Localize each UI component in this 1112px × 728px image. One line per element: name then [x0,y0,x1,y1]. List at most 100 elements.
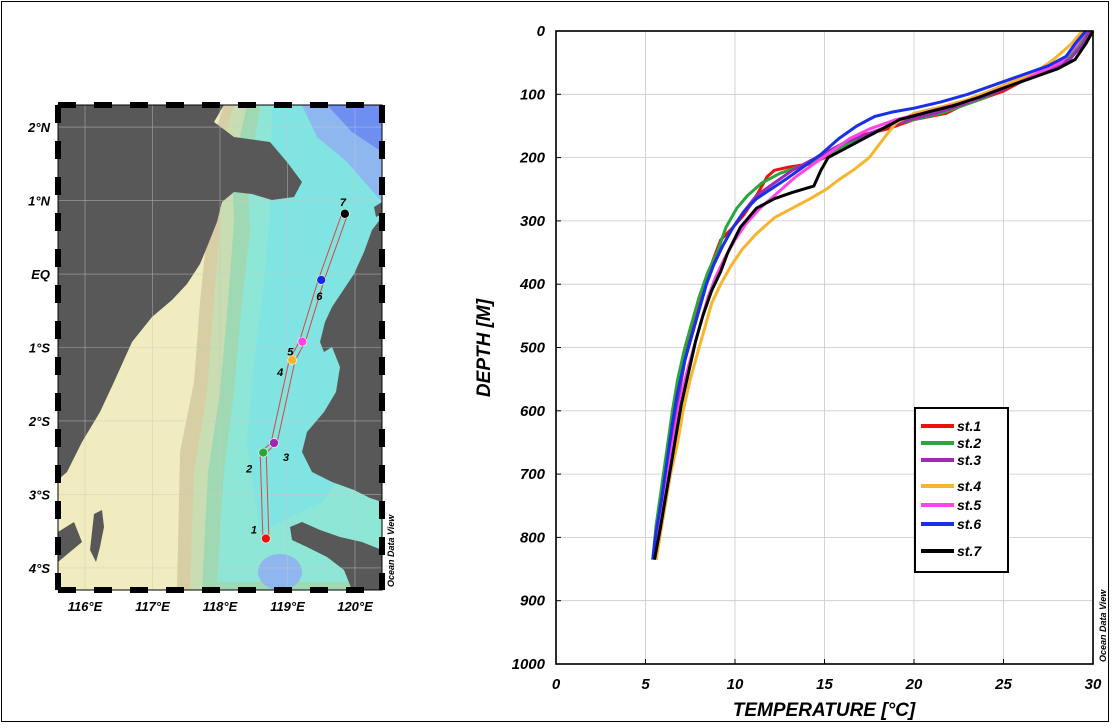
station-label: 3 [283,452,289,464]
map-border-dash [346,587,364,593]
station-marker [340,209,349,218]
y-tick-label: 0 [537,23,546,40]
y-axis-tick-labels: 0 100 200 300 400 500 600 700 800 900 1000 [512,23,561,673]
map-longitude-label: 116°E [68,599,103,614]
station-label: 4 [276,367,283,379]
map-border-dash [94,102,112,108]
map-border-dash [379,573,385,590]
map-longitude-label: 120°E [337,599,373,614]
map-panel: 1 2 3 45 6 7 116°E 117°E 118°E 119°E 120°E 2°N 1°N… [27,102,396,614]
y-tick-label: 600 [520,403,546,420]
map-border-dash [55,429,61,447]
legend-label: st.7 [957,543,982,559]
map-border-dash [55,501,61,519]
map-border-dash [55,465,61,483]
y-tick-label: 200 [519,150,546,167]
map-longitude-label: 119°E [270,599,305,614]
map-border-dash [55,285,61,303]
map-longitude-labels: 116°E 117°E 118°E 119°E 120°E [68,599,373,614]
map-border-dash [202,587,220,593]
map-border-dash [379,465,385,483]
plot-credit: Ocean Data View [1098,589,1108,662]
map-border-dash [346,102,364,108]
map-border-dash [310,587,328,593]
y-axis-label: DEPTH [M] [474,298,495,397]
y-tick-label: 100 [520,86,546,103]
station-label: 5 [287,347,294,359]
map-border-dash [55,141,61,159]
map-border-dash [379,501,385,519]
legend-label: st.5 [957,497,981,513]
map-border-dash [130,102,148,108]
map-border-dash [379,177,385,195]
map-border-dash [55,213,61,231]
y-tick-label: 1000 [512,656,546,673]
x-tick-label: 20 [905,676,923,693]
map-border-dash [238,587,256,593]
map-latitude-label: 2°S [28,414,50,429]
legend-label: st.2 [957,435,981,451]
y-tick-label: 900 [520,593,546,610]
map-latitude-labels: 2°N 1°N EQ 1°S 2°S 3°S 4°S [27,120,50,576]
map-border-dash [379,321,385,339]
map-border-dash [55,393,61,411]
map-border-dash [379,357,385,375]
map-longitude-label: 118°E [203,599,238,614]
map-border-dash [55,357,61,375]
station-label: 1 [251,525,257,537]
map-border-dash [130,587,148,593]
x-tick-label: 25 [994,676,1012,693]
map-border-dash [274,587,292,593]
map-border-dash [166,587,184,593]
map-border-dash [55,177,61,195]
map-border-dash [379,249,385,267]
map-border-dash [202,102,220,108]
x-tick-label: 10 [727,676,744,693]
y-tick-label: 800 [520,529,546,546]
map-latitude-label: EQ [31,267,50,282]
map-border-dash [379,285,385,303]
map-border-dash [379,393,385,411]
station-marker [259,448,268,457]
map-border-dash [379,105,385,123]
map-deep-pocket [258,554,302,590]
x-axis-label: TEMPERATURE [°C] [733,700,916,721]
station-marker [317,275,326,284]
legend-label: st.4 [957,478,981,494]
x-tick-label: 15 [816,676,833,693]
map-border-dash [379,213,385,231]
y-tick-label: 700 [520,466,546,483]
map-border-dash [310,102,328,108]
map-border-dash [274,102,292,108]
map-border-dash [55,105,61,123]
map-latitude-label: 3°S [29,487,50,502]
x-tick-label: 0 [552,676,561,693]
station-label: 2 [245,464,252,476]
map-border-dash [379,429,385,447]
y-tick-label: 500 [520,340,546,357]
x-tick-label: 5 [641,676,650,693]
map-border-dash [238,102,256,108]
station-label: 7 [340,197,347,209]
map-border-dash [379,537,385,555]
map-latitude-label: 4°S [28,561,50,576]
station-marker [270,439,279,448]
map-border-dash [55,537,61,555]
station-label: 6 [316,291,323,303]
legend: st.1st.2st.3 st.4 st.5 st.6 st.7 [915,408,1008,572]
profile-panel: 0 5 10 15 20 25 30 010020030040050060070080090… [474,23,1108,721]
map-latitude-label: 1°S [29,341,50,356]
legend-label: st.3 [957,452,981,468]
y-tick-label: 300 [520,213,546,230]
map-latitude-label: 2°N [27,120,50,135]
map-border-dash [55,249,61,267]
map-border-dash [94,587,112,593]
map-border-dash [166,102,184,108]
y-tick-label: 400 [519,276,546,293]
map-credit: Ocean Data View [386,514,396,587]
map-border-dash [379,141,385,159]
map-border-dash [55,321,61,339]
map-border-dash [55,573,61,590]
